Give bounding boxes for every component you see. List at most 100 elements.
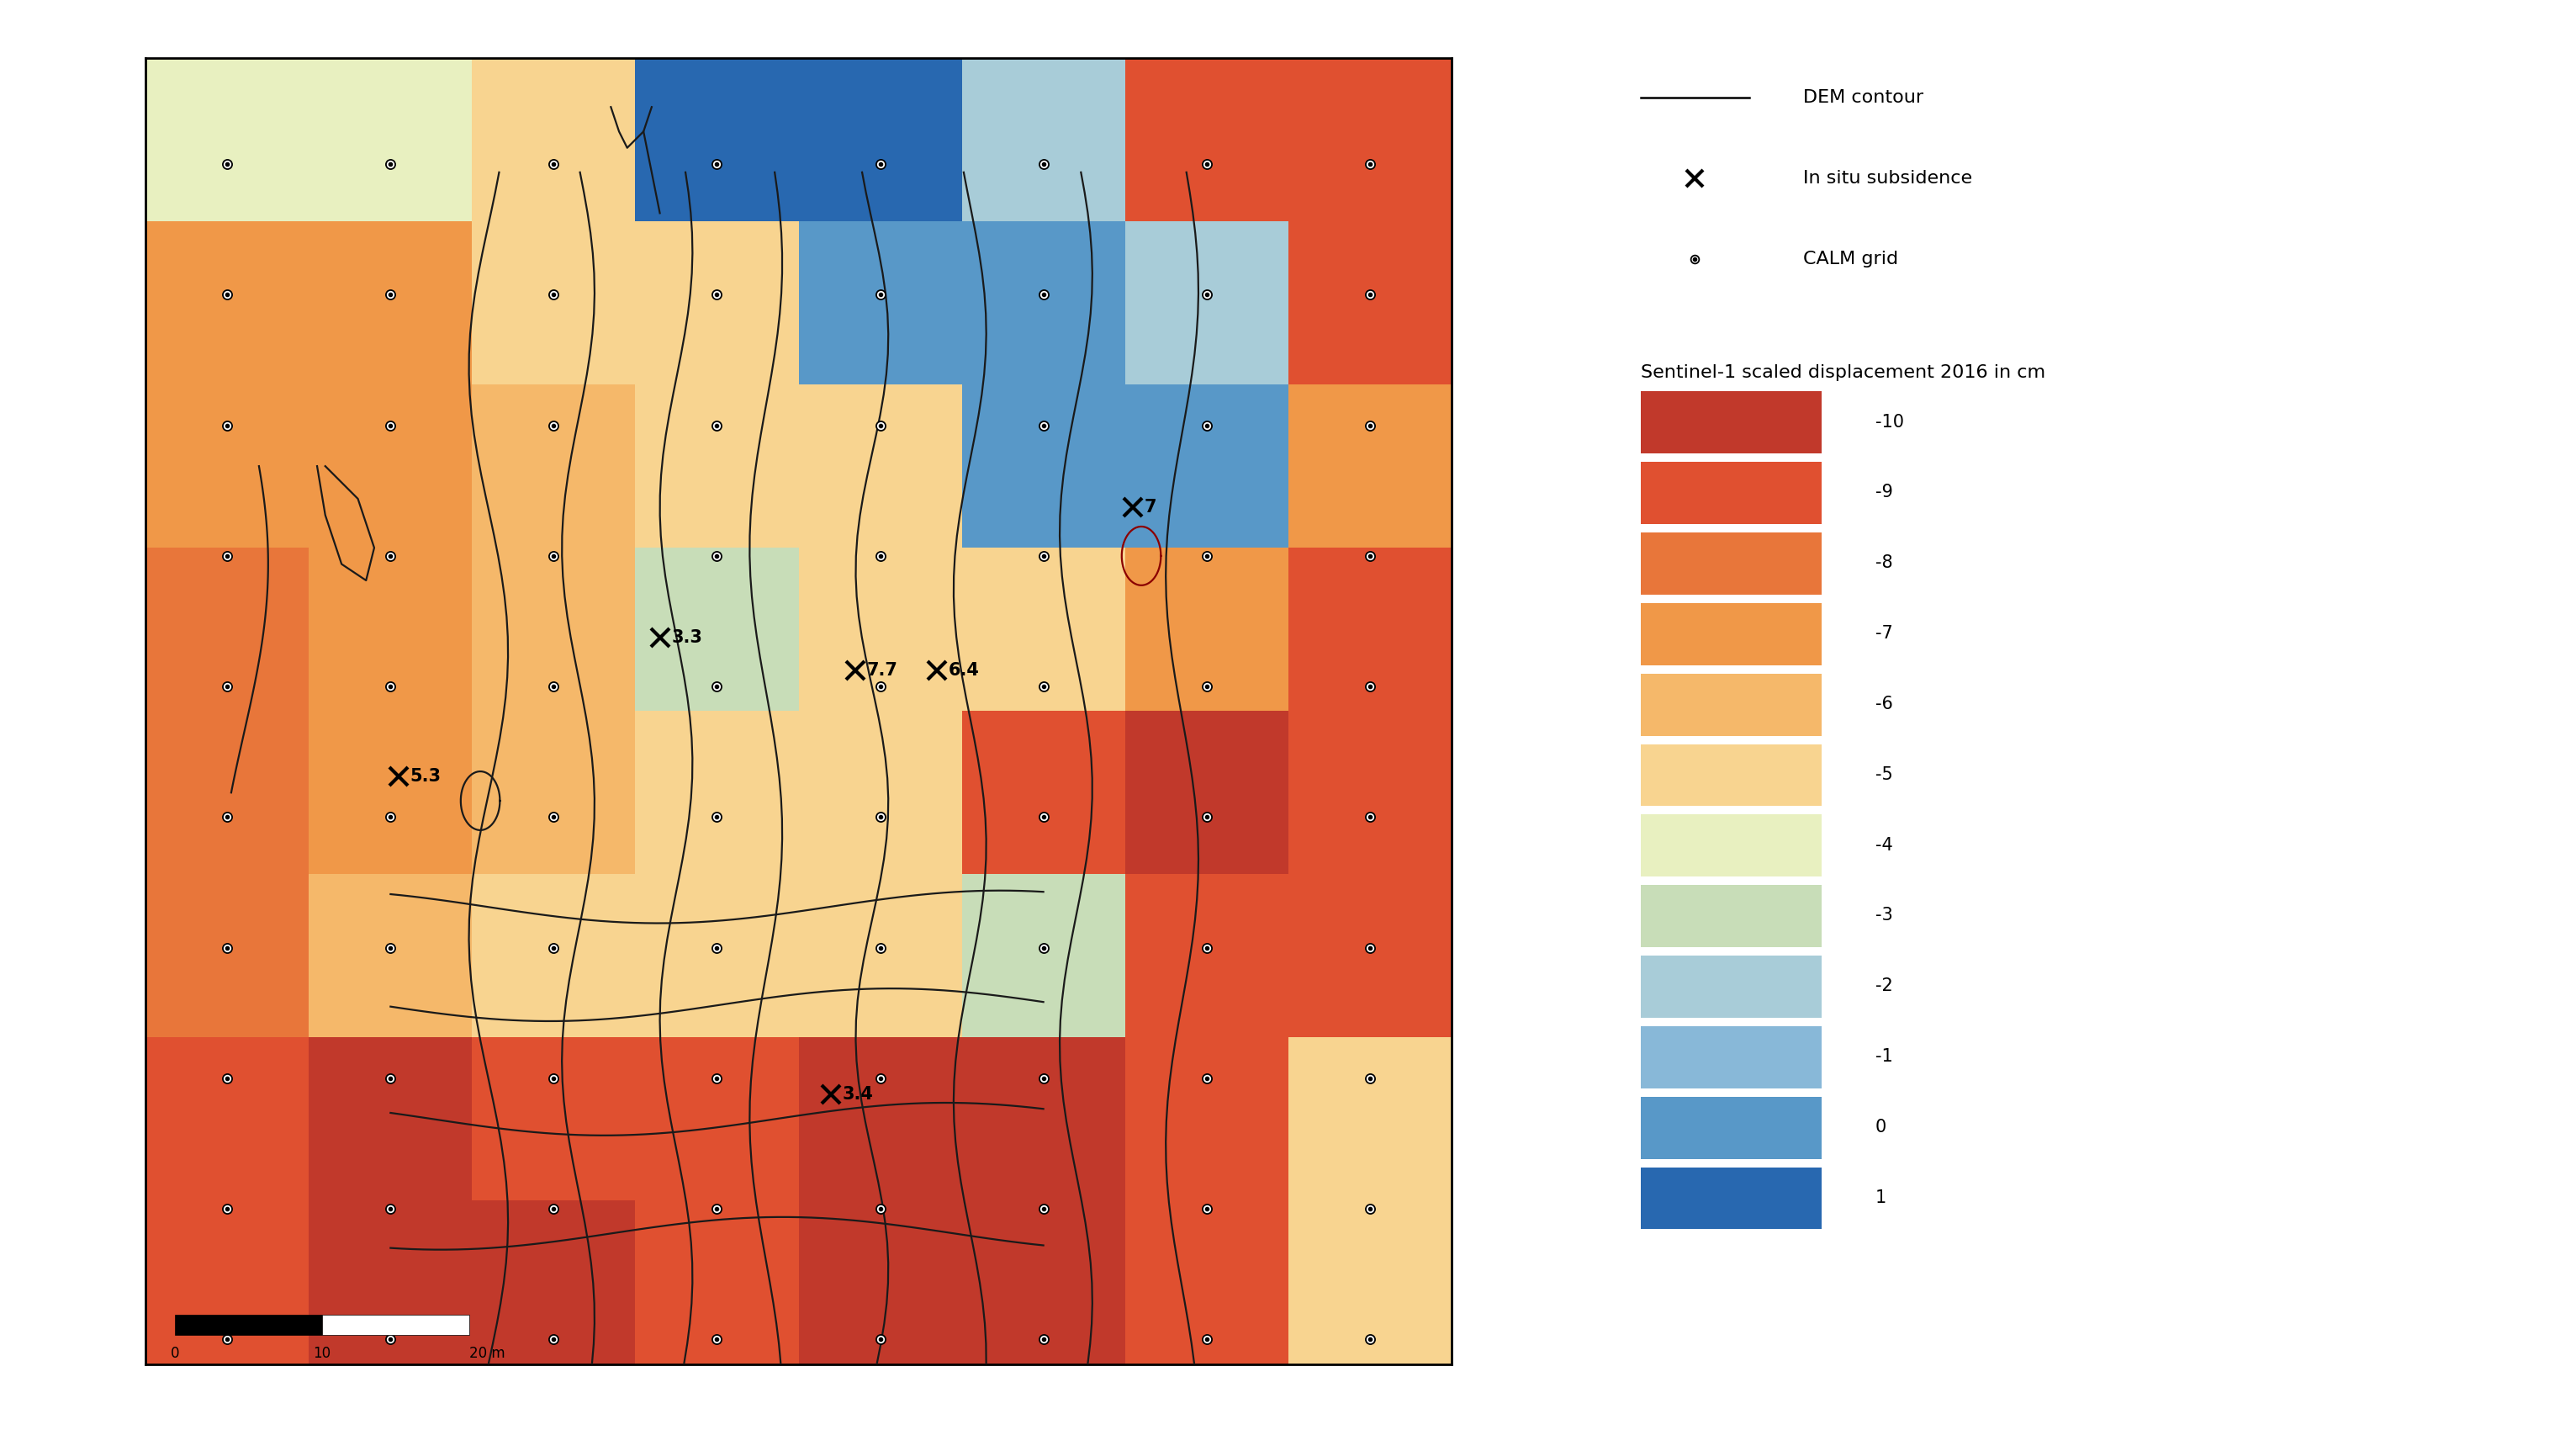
Bar [636,1037,799,1201]
Bar [1126,711,1288,874]
Text: 5.3: 5.3 [410,768,440,785]
Bar [1126,874,1288,1037]
Bar [471,548,636,711]
Text: 7.7: 7.7 [868,662,899,679]
Text: 10: 10 [314,1347,330,1361]
Text: 3.3: 3.3 [672,630,703,646]
Bar [636,874,799,1037]
Bar [636,58,799,221]
Bar [1641,461,1821,524]
Bar [1641,392,1821,454]
Text: -6: -6 [1875,695,1893,712]
Bar [309,1201,471,1364]
Bar [961,711,1126,874]
Bar [961,548,1126,711]
Bar [309,385,471,548]
Bar [322,1315,469,1335]
Bar [961,1037,1126,1201]
Bar [471,385,636,548]
Bar [636,385,799,548]
Bar [1641,814,1821,876]
Bar [175,1315,322,1335]
Bar [961,385,1126,548]
Bar [147,874,309,1037]
Bar [147,58,309,221]
Bar [961,874,1126,1037]
Bar [309,711,471,874]
Bar [1641,1167,1821,1229]
Bar [1126,385,1288,548]
Bar [1641,1097,1821,1159]
Bar [309,221,471,385]
Bar [1126,58,1288,221]
Bar [799,1037,961,1201]
Text: -9: -9 [1875,485,1893,501]
Bar [309,1037,471,1201]
Bar [1641,604,1821,665]
Text: -1: -1 [1875,1048,1893,1065]
Text: 20 m: 20 m [469,1347,505,1361]
Bar [147,221,309,385]
Text: 1: 1 [1875,1190,1886,1206]
Bar [1126,1037,1288,1201]
Bar [799,711,961,874]
Bar [147,385,309,548]
Text: -7: -7 [1875,625,1893,641]
Bar [961,221,1126,385]
Bar [1288,874,1450,1037]
Text: Sentinel-1 scaled displacement 2016 in cm: Sentinel-1 scaled displacement 2016 in c… [1641,364,2045,382]
Bar [1641,956,1821,1017]
Bar [147,1037,309,1201]
Bar [1126,548,1288,711]
Text: 7: 7 [1144,499,1157,515]
Text: -4: -4 [1875,837,1893,853]
Bar [147,1201,309,1364]
Text: 0: 0 [1875,1119,1886,1136]
Bar [1288,711,1450,874]
Bar [799,221,961,385]
Text: 0: 0 [170,1347,180,1361]
Bar [1288,548,1450,711]
Text: 3.4: 3.4 [842,1087,873,1103]
Bar [1288,1037,1450,1201]
Bar [1288,58,1450,221]
Text: -2: -2 [1875,978,1893,994]
Bar [1288,221,1450,385]
Bar [1288,385,1450,548]
Bar [799,548,961,711]
Bar [471,1201,636,1364]
Bar [799,58,961,221]
Bar [1641,533,1821,595]
Bar [1641,1026,1821,1088]
Bar [799,385,961,548]
Bar [1126,1201,1288,1364]
Bar [1288,1201,1450,1364]
Bar [471,874,636,1037]
Bar [147,548,309,711]
Bar [1641,744,1821,807]
Bar [799,1201,961,1364]
Text: In situ subsidence: In situ subsidence [1803,170,1973,187]
Text: -5: -5 [1875,766,1893,784]
Text: DEM contour: DEM contour [1803,89,1924,106]
Bar [471,221,636,385]
Bar [309,58,471,221]
Text: CALM grid: CALM grid [1803,251,1899,267]
Text: 6.4: 6.4 [948,662,979,679]
Bar [636,711,799,874]
Bar [471,1037,636,1201]
Bar [471,58,636,221]
Bar [471,711,636,874]
Bar [961,1201,1126,1364]
Bar [799,874,961,1037]
Bar [1126,221,1288,385]
Bar [1641,673,1821,736]
Text: -10: -10 [1875,414,1904,431]
Bar [636,548,799,711]
Bar [309,548,471,711]
Bar [636,221,799,385]
Text: -3: -3 [1875,907,1893,924]
Bar [961,58,1126,221]
Text: -8: -8 [1875,554,1893,572]
Bar [636,1201,799,1364]
